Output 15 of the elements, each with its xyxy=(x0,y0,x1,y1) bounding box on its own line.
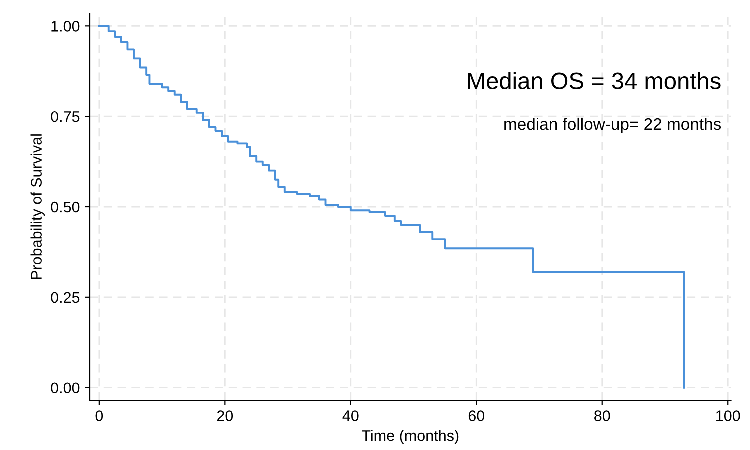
y-tick-label: 0.75 xyxy=(51,111,80,122)
y-tick-label: 0.50 xyxy=(51,202,80,213)
annotation: Median OS = 34 months xyxy=(468,72,721,90)
y-tick-label: 0.25 xyxy=(51,292,80,304)
y-tick-label: 1.00 xyxy=(52,21,80,32)
x-axis-title: Time (months) xyxy=(362,430,459,444)
x-tick-label: 60 xyxy=(468,410,485,422)
y-tick-label: 0.00 xyxy=(51,382,80,394)
x-tick-label: 80 xyxy=(594,410,610,422)
x-tick-label: 40 xyxy=(342,410,359,422)
annotation: median follow-up= 22 months xyxy=(504,118,722,134)
x-tick-label: 100 xyxy=(716,410,740,422)
x-tick-label: 20 xyxy=(217,410,234,422)
y-axis-title: Probability of Survival xyxy=(30,134,45,280)
x-tick-label: 0 xyxy=(96,410,104,422)
